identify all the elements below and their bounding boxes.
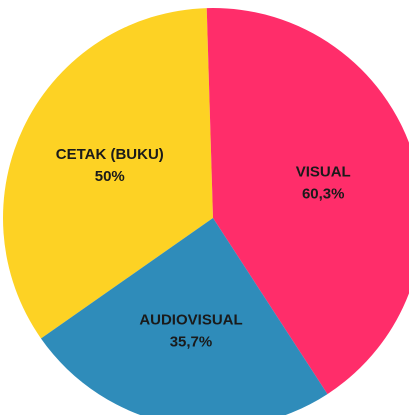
slice-category-label: AUDIOVISUAL bbox=[139, 311, 242, 328]
pie-slice bbox=[40, 218, 328, 415]
slice-value-label: 50% bbox=[95, 168, 125, 185]
slice-category-label: VISUAL bbox=[296, 163, 351, 180]
slice-value-label: 35,7% bbox=[170, 333, 213, 350]
pie-slice bbox=[3, 8, 214, 339]
slice-value-label: 60,3% bbox=[302, 185, 345, 202]
pie-slice bbox=[206, 8, 409, 395]
slice-category-label: CETAK (BUKU) bbox=[56, 146, 164, 163]
